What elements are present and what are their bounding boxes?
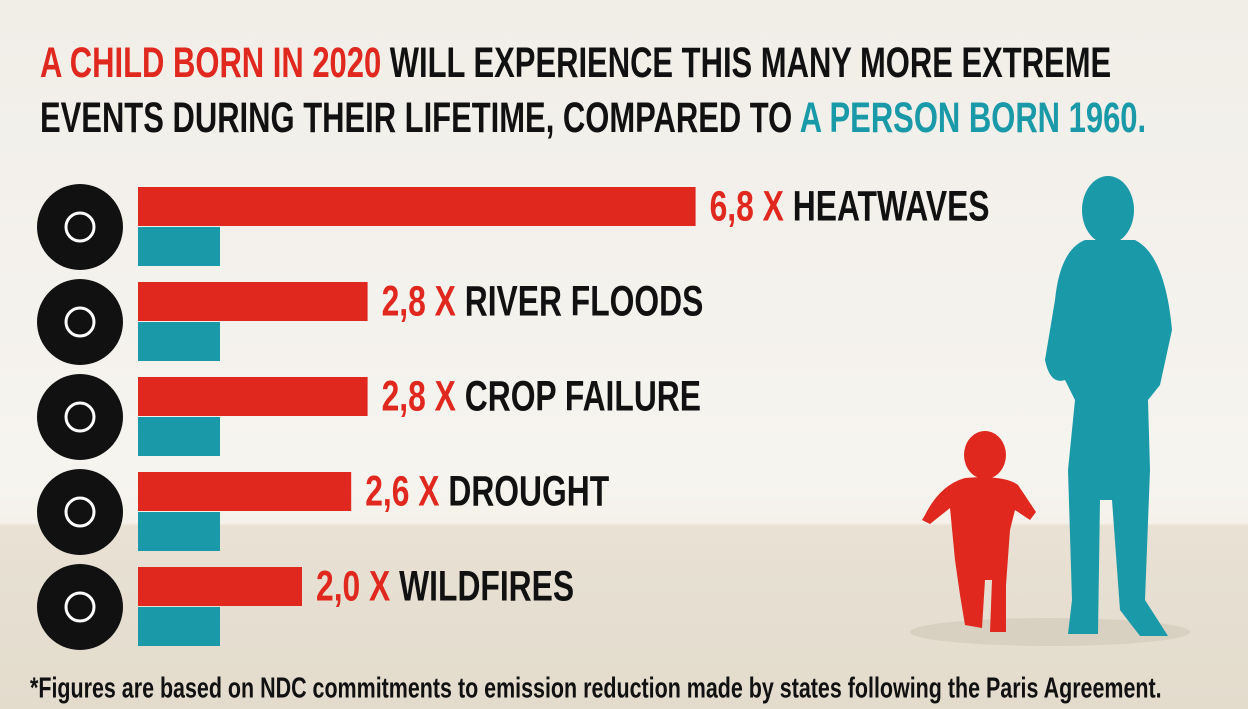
category-label: RIVER FLOODS [465, 278, 704, 326]
child-silhouette [922, 431, 1036, 632]
bar [138, 567, 302, 606]
bar [138, 417, 220, 456]
category-icon [37, 374, 123, 460]
adult-silhouette [1045, 176, 1172, 636]
icon-circle [37, 469, 123, 555]
icon-circle [37, 279, 123, 365]
category-label: DROUGHT [448, 468, 609, 516]
value-label: 2,8 X [382, 373, 456, 421]
bar [138, 512, 220, 551]
bar [138, 377, 368, 416]
bar [138, 607, 220, 646]
category-icon [37, 279, 123, 365]
icon-circle [37, 564, 123, 650]
category-label: WILDFIRES [399, 563, 574, 611]
value-label: 2,0 X [316, 563, 390, 611]
category-icon [37, 184, 123, 270]
category-label: HEATWAVES [793, 183, 990, 231]
bar [138, 227, 220, 266]
value-label: 2,6 X [365, 468, 439, 516]
icon-circle [37, 374, 123, 460]
bar [138, 472, 351, 511]
icon-circle [37, 184, 123, 270]
value-label: 6,8 X [710, 183, 784, 231]
bar [138, 187, 696, 226]
bar [138, 282, 368, 321]
chart: 6,8 XHEATWAVES2,8 XRIVER FLOODS2,8 XCROP… [0, 0, 1248, 709]
infographic: A CHILD BORN IN 2020 WILL EXPERIENCE THI… [0, 0, 1248, 709]
bar [138, 322, 220, 361]
category-icon [37, 469, 123, 555]
category-icon [37, 564, 123, 650]
category-label: CROP FAILURE [465, 373, 701, 421]
value-label: 2,8 X [382, 278, 456, 326]
